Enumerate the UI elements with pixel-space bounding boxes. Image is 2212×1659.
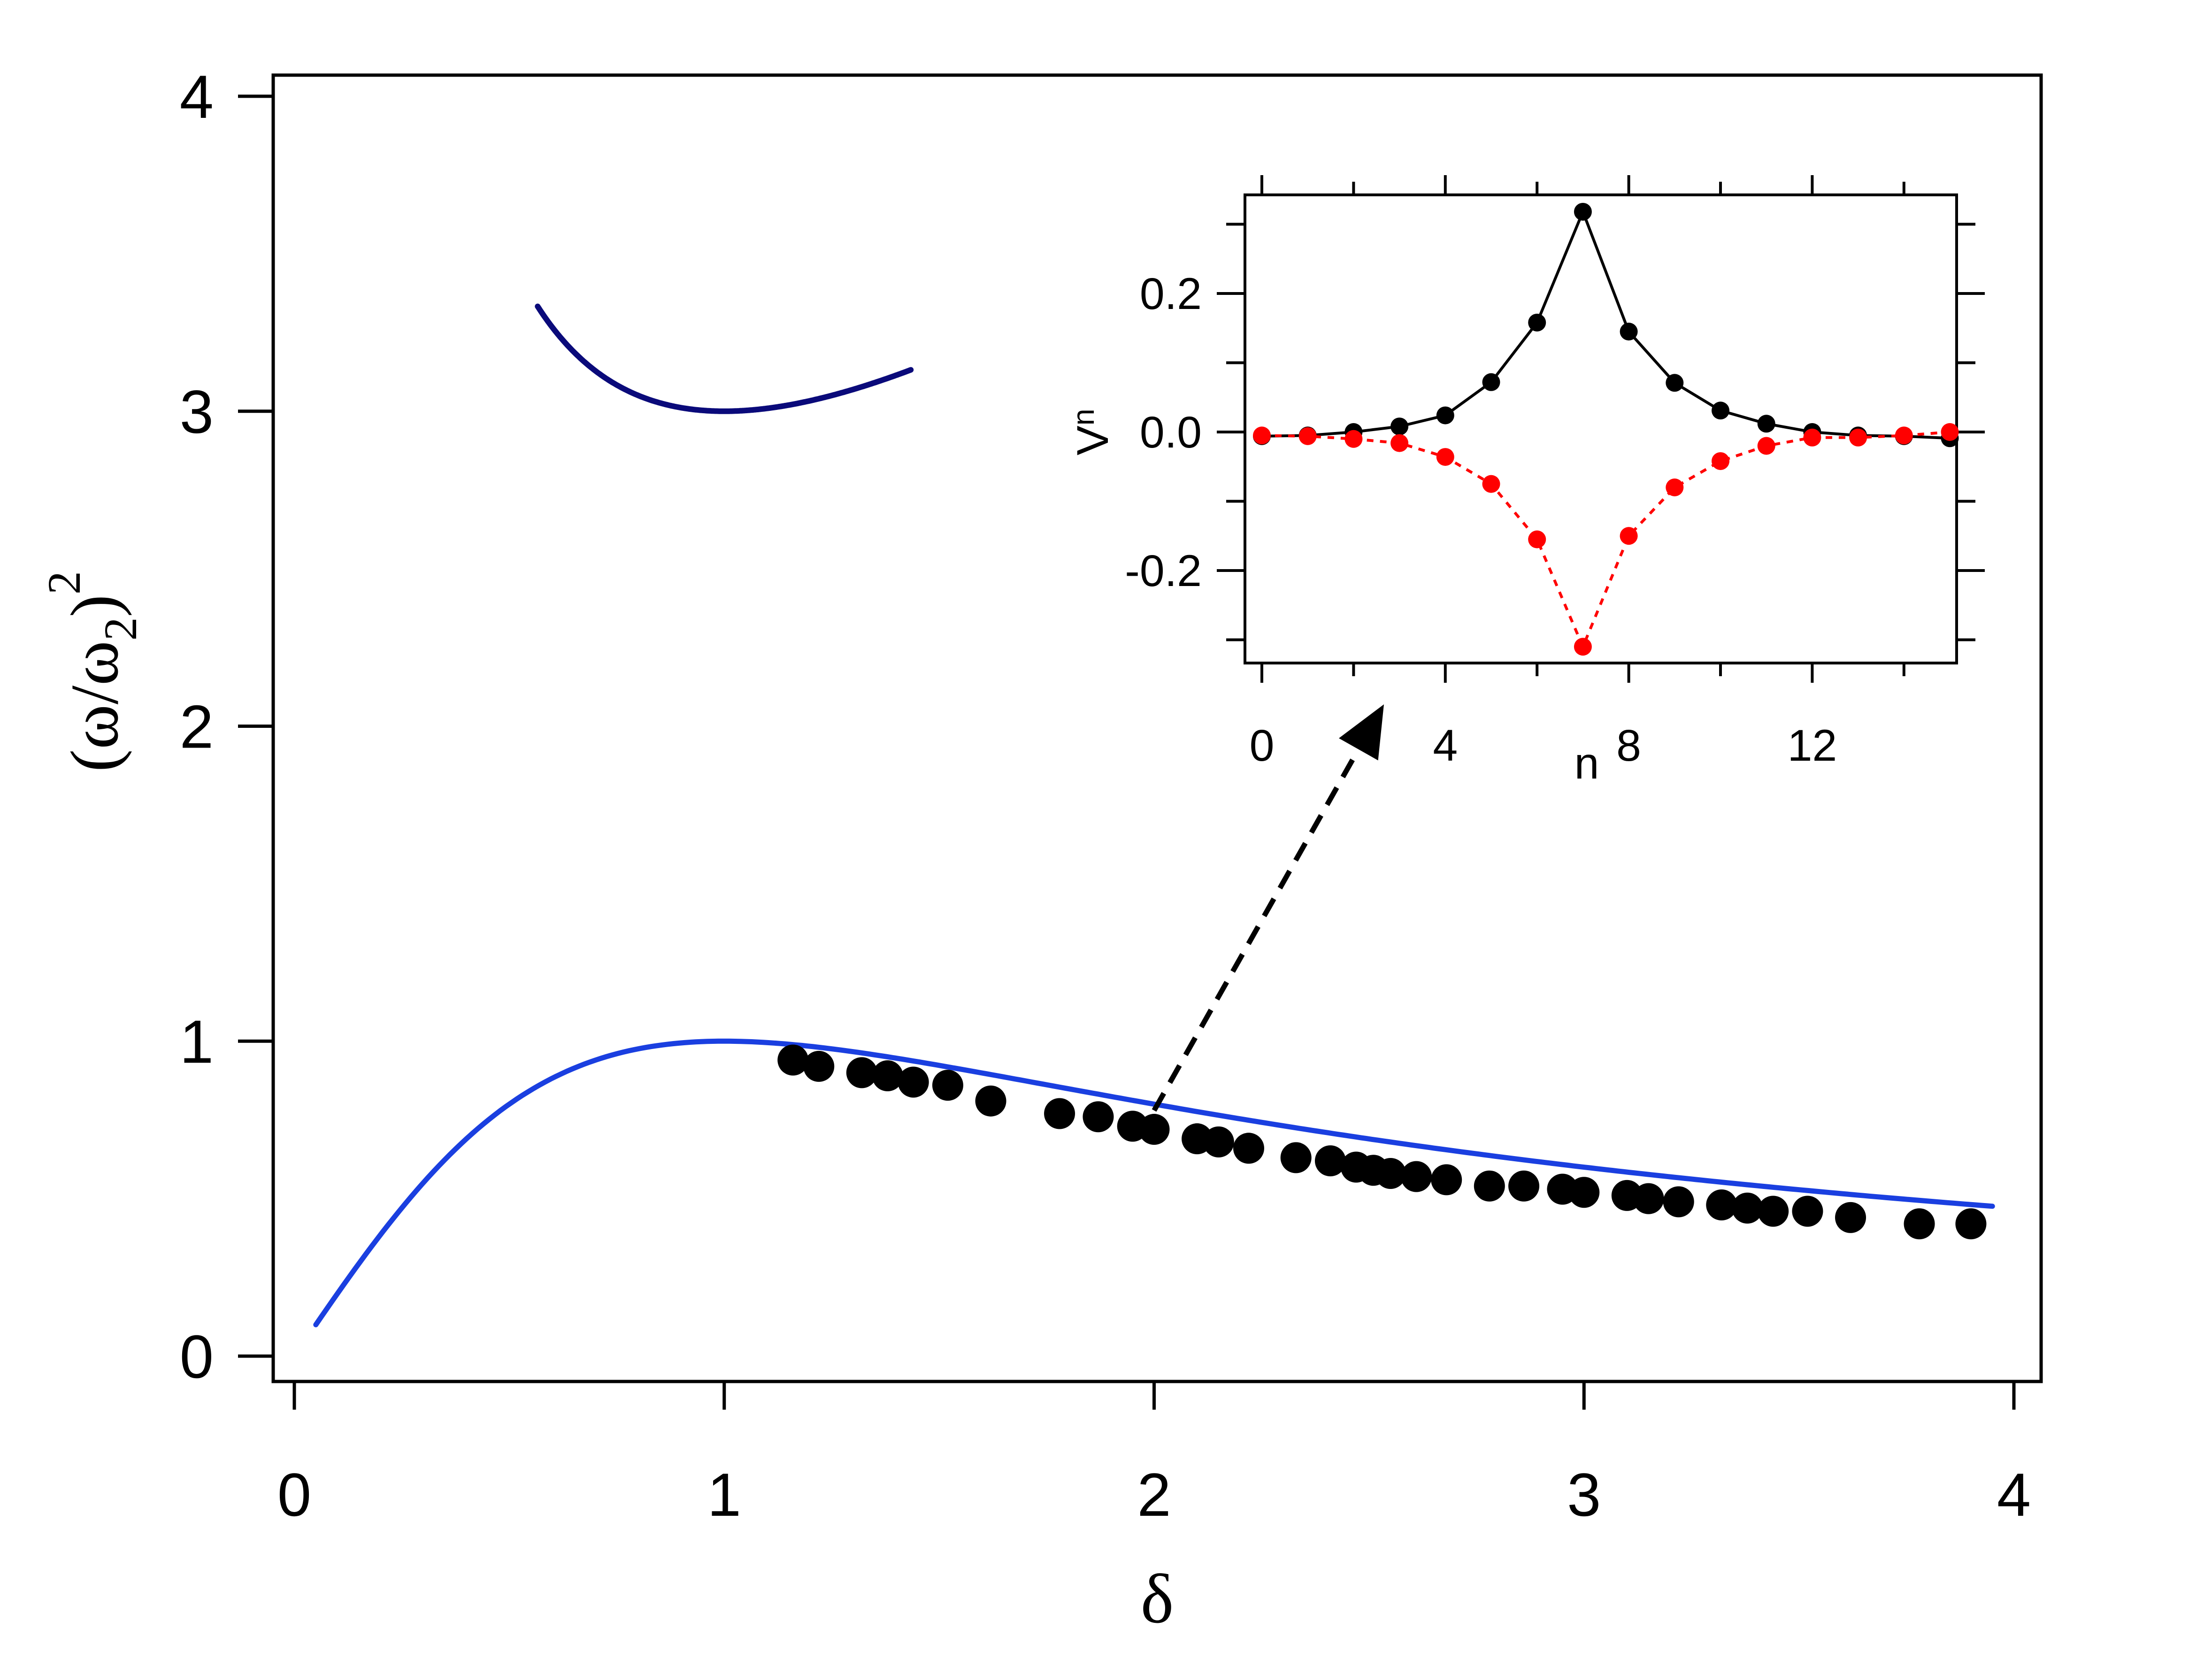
data-point bbox=[1138, 1114, 1170, 1145]
inset-point-red bbox=[1666, 478, 1684, 496]
arrow-head bbox=[1339, 704, 1384, 761]
data-point bbox=[1508, 1170, 1540, 1202]
inset-point-red bbox=[1712, 452, 1729, 470]
inset-point-red bbox=[1344, 430, 1363, 448]
y-axis-label-main: (ω/ω bbox=[57, 640, 132, 772]
inset-point-red bbox=[1620, 527, 1638, 545]
annotation-layer bbox=[1152, 704, 1384, 1112]
x-tick-label: 4 bbox=[1997, 1460, 2031, 1529]
inset-point-black bbox=[1666, 374, 1684, 392]
inset-point-red bbox=[1298, 427, 1317, 445]
inset-point-red bbox=[1803, 428, 1821, 447]
data-point bbox=[1792, 1196, 1823, 1227]
inset-point-black bbox=[1620, 323, 1638, 341]
data-point bbox=[1663, 1186, 1694, 1218]
main-plot-frame bbox=[271, 73, 2043, 1383]
data-point bbox=[1706, 1189, 1737, 1221]
inset-y-axis-label: Vn bbox=[1066, 409, 1118, 455]
inset-x-tick-label: 4 bbox=[1433, 721, 1458, 771]
data-point bbox=[1203, 1126, 1234, 1157]
data-point bbox=[872, 1060, 903, 1092]
data-point bbox=[1401, 1161, 1432, 1192]
dispersion-curve-lower bbox=[313, 1038, 1995, 1327]
data-point bbox=[1280, 1142, 1312, 1173]
inset-point-red bbox=[1574, 638, 1592, 656]
inset-point-black bbox=[1482, 373, 1500, 391]
data-point bbox=[1633, 1183, 1664, 1214]
inset-x-tick-label: 8 bbox=[1616, 721, 1641, 771]
data-point bbox=[1431, 1164, 1462, 1196]
inset-point-black bbox=[1436, 406, 1454, 424]
data-point bbox=[975, 1085, 1006, 1117]
inset-point-black bbox=[1757, 415, 1775, 433]
data-point bbox=[1904, 1208, 1935, 1240]
inset-point-red bbox=[1757, 437, 1775, 455]
inset-point-red bbox=[1253, 426, 1271, 445]
inset-y-tick-label: -0.2 bbox=[1125, 546, 1202, 596]
data-point bbox=[777, 1044, 809, 1076]
y-tick-label: 1 bbox=[180, 1007, 214, 1076]
inset-point-black bbox=[1574, 202, 1592, 221]
inset-point-red bbox=[1849, 428, 1867, 447]
inset-y-tick-label: 0.2 bbox=[1140, 269, 1202, 319]
inset-series-black-line bbox=[1261, 208, 1950, 440]
data-point bbox=[803, 1050, 835, 1082]
data-point bbox=[1083, 1101, 1114, 1133]
data-point bbox=[1568, 1177, 1600, 1208]
y-axis-label-close: ) bbox=[57, 594, 132, 617]
y-tick-label: 2 bbox=[180, 693, 214, 761]
y-tick-label: 3 bbox=[180, 378, 214, 446]
data-point bbox=[1955, 1208, 1987, 1240]
arrow-shaft bbox=[1152, 748, 1361, 1112]
inset-point-black bbox=[1390, 417, 1409, 436]
data-point bbox=[1044, 1098, 1075, 1129]
inset-point-red bbox=[1390, 434, 1409, 452]
data-point bbox=[846, 1057, 877, 1088]
x-tick-label: 1 bbox=[707, 1460, 741, 1529]
inset-point-black bbox=[1712, 401, 1729, 420]
x-tick-label: 0 bbox=[277, 1460, 311, 1529]
inset-point-black bbox=[1528, 313, 1546, 332]
y-axis-label-sub: 2 bbox=[94, 617, 146, 640]
dispersion-curve-upper bbox=[535, 303, 914, 414]
data-point bbox=[898, 1066, 929, 1098]
data-point bbox=[932, 1070, 963, 1101]
data-point bbox=[1835, 1202, 1866, 1233]
inset-point-red bbox=[1528, 530, 1546, 548]
inset-y-axis-label-sub: n bbox=[1066, 409, 1100, 425]
inset-point-red bbox=[1895, 426, 1913, 445]
inset-y-tick-label: 0.0 bbox=[1140, 408, 1202, 457]
inset-series-red-line bbox=[1261, 431, 1950, 651]
inset-x-axis-label: n bbox=[1575, 739, 1599, 788]
data-point bbox=[1474, 1170, 1505, 1202]
data-point bbox=[1758, 1196, 1789, 1227]
inset-point-red bbox=[1482, 475, 1500, 493]
inset-point-red bbox=[1941, 423, 1959, 441]
data-point bbox=[1314, 1145, 1346, 1177]
x-tick-label: 2 bbox=[1137, 1460, 1171, 1529]
data-point bbox=[1233, 1133, 1264, 1164]
y-tick-label: 4 bbox=[180, 62, 214, 131]
x-axis-label: δ bbox=[1141, 1560, 1174, 1638]
y-axis-label-sup: 2 bbox=[38, 571, 90, 594]
y-axis-label: (ω/ω2)2 bbox=[38, 571, 146, 772]
y-tick-label: 0 bbox=[180, 1322, 214, 1391]
data-point bbox=[1375, 1157, 1406, 1189]
inset-y-axis-label-main: V bbox=[1068, 425, 1118, 455]
inset-x-tick-label: 0 bbox=[1250, 721, 1275, 771]
data-point bbox=[1732, 1192, 1763, 1224]
x-tick-label: 3 bbox=[1567, 1460, 1601, 1529]
inset-point-red bbox=[1436, 448, 1454, 466]
inset-x-tick-label: 12 bbox=[1788, 721, 1837, 771]
